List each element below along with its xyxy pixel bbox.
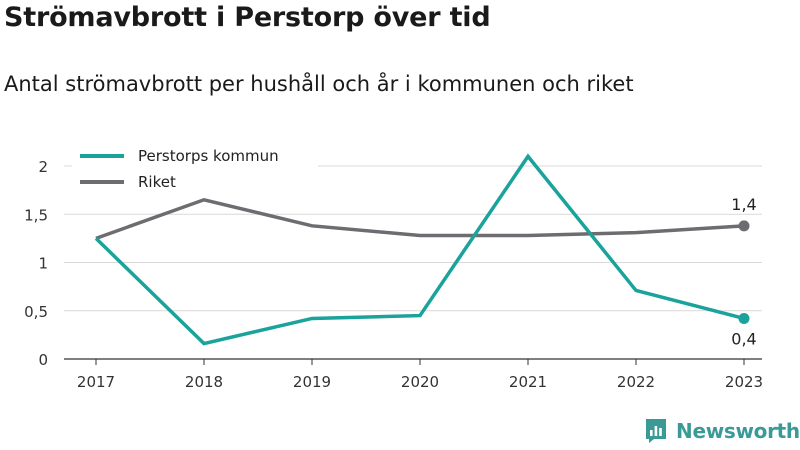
series-lines: 0,4 1,4 [94, 153, 757, 348]
x-tick-label: 2020 [401, 373, 439, 391]
end-label-perstorp: 0,4 [731, 329, 756, 348]
newsworthy-logo: Newsworthy [644, 418, 800, 444]
x-tick-label: 2021 [509, 373, 547, 391]
legend-label-riket: Riket [138, 173, 176, 191]
x-tick-label: 2017 [77, 373, 115, 391]
series-line-riket [95, 197, 745, 241]
y-tick-label: 0 [38, 351, 48, 369]
y-tick-label: 2 [38, 158, 48, 176]
end-point-riket [738, 220, 750, 232]
x-tick-label: 2022 [617, 373, 655, 391]
axes: 0 0,5 1 1,5 2 2017 2018 2019 2020 2021 2022 2023 [24, 158, 763, 391]
y-tick-label: 0,5 [24, 303, 48, 321]
series-line-perstorp [94, 153, 745, 346]
y-tick-label: 1 [38, 255, 48, 273]
legend: Perstorps kommun Riket [72, 142, 318, 196]
chart-subtitle: Antal strömavbrott per hushåll och år i … [4, 72, 634, 96]
x-tick-label: 2018 [185, 373, 223, 391]
brand-name: Newsworthy [676, 419, 800, 443]
chart-title: Strömavbrott i Perstorp över tid [4, 2, 491, 33]
y-tick-label: 1,5 [24, 206, 48, 224]
newsworthy-icon [646, 419, 666, 443]
legend-background [72, 142, 318, 196]
legend-label-perstorp: Perstorps kommun [138, 147, 279, 165]
end-label-riket: 1,4 [731, 195, 756, 214]
end-point-perstorp [738, 312, 750, 324]
x-tick-label: 2023 [725, 373, 763, 391]
x-tick-label: 2019 [293, 373, 331, 391]
